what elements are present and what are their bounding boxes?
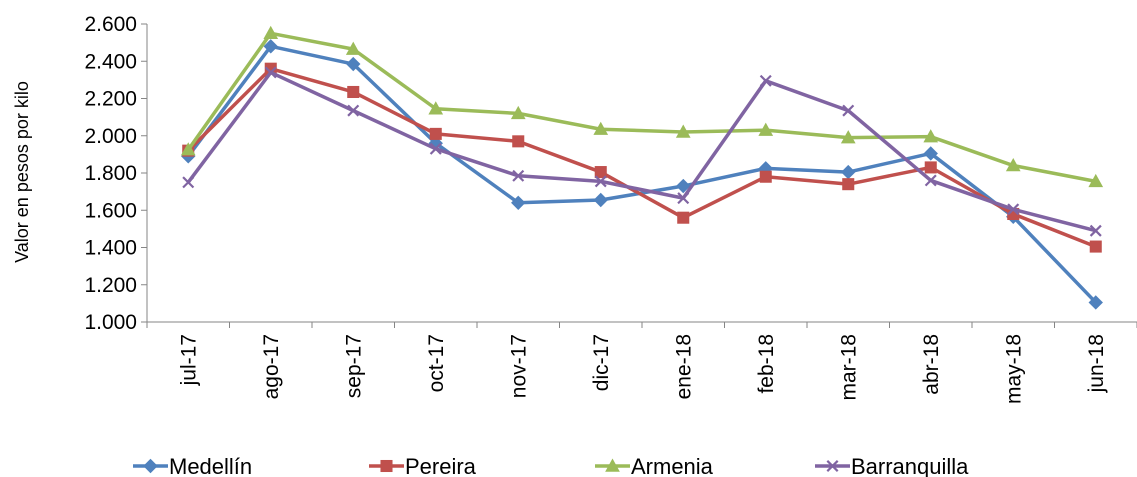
x-tick-label: sep-17 xyxy=(342,334,365,398)
data-point xyxy=(594,166,607,179)
data-point xyxy=(263,25,279,40)
data-point xyxy=(512,135,525,148)
data-point xyxy=(923,129,939,143)
legend-label: Pereira xyxy=(405,454,477,477)
series-line xyxy=(187,66,1097,249)
y-tick-label: 1.000 xyxy=(84,311,137,334)
y-tick-label: 2.400 xyxy=(84,50,137,73)
legend-item-1: Pereira xyxy=(369,454,477,477)
legend-label: Armenia xyxy=(631,454,714,477)
data-point xyxy=(594,175,607,188)
data-point xyxy=(675,124,691,138)
data-point xyxy=(263,39,278,54)
data-point xyxy=(345,41,361,55)
y-tick-label: 1.400 xyxy=(84,237,137,260)
axes xyxy=(146,24,1137,323)
data-point xyxy=(677,192,690,205)
y-axis: 1.000 1.200 1.400 1.600 1.800 2.000 2.200 2.400… xyxy=(84,13,147,334)
data-point xyxy=(593,192,608,208)
data-point xyxy=(758,122,774,136)
x-tick-label: may-18 xyxy=(1002,334,1025,404)
data-point xyxy=(924,161,937,174)
legend-swatch-marker xyxy=(143,458,158,474)
data-point xyxy=(429,127,442,140)
series-2 xyxy=(180,25,1104,188)
data-point xyxy=(1007,203,1020,216)
x-tick-label: nov-17 xyxy=(507,334,530,398)
data-point xyxy=(428,101,444,115)
x-tick-label: oct-17 xyxy=(425,334,448,392)
data-point xyxy=(924,174,937,187)
data-point xyxy=(264,66,277,79)
series-group xyxy=(180,25,1104,310)
data-point xyxy=(1005,158,1021,172)
data-point xyxy=(677,211,690,224)
legend-swatch-marker xyxy=(380,459,393,473)
data-point xyxy=(923,146,938,161)
data-point xyxy=(1089,240,1102,253)
data-point xyxy=(1088,173,1104,188)
data-point xyxy=(842,104,855,117)
data-point xyxy=(593,121,609,135)
data-point xyxy=(429,142,442,155)
series-1 xyxy=(182,62,1102,253)
data-point xyxy=(346,56,361,72)
x-tick-label: dic-17 xyxy=(590,334,613,391)
data-point xyxy=(759,74,772,87)
x-tick-label: ene-18 xyxy=(672,334,695,399)
y-tick-label: 1.600 xyxy=(84,199,137,222)
y-tick-label: 2.000 xyxy=(84,125,137,148)
data-point xyxy=(180,142,196,156)
data-point xyxy=(182,176,195,189)
y-tick-label: 2.200 xyxy=(84,88,137,111)
series-0 xyxy=(181,39,1103,310)
data-point xyxy=(840,130,856,144)
legend-label: Medellín xyxy=(169,454,252,477)
legend: Medellín Pereira Armenia Barranquilla xyxy=(133,454,969,477)
y-tick-label: 1.200 xyxy=(84,274,137,297)
series-line xyxy=(186,70,1097,233)
legend-item-0: Medellín xyxy=(133,454,252,477)
data-point xyxy=(347,104,360,117)
x-tick-label: jul-17 xyxy=(177,334,200,386)
y-tick-label: 2.600 xyxy=(84,13,137,36)
legend-label: Barranquilla xyxy=(851,454,969,477)
legend-item-2: Armenia xyxy=(595,454,714,477)
x-tick-label: abr-18 xyxy=(920,334,943,395)
data-point xyxy=(842,178,855,191)
data-point xyxy=(511,195,526,211)
data-point xyxy=(759,170,772,183)
data-point xyxy=(1088,295,1103,310)
legend-swatch-marker xyxy=(605,458,620,472)
x-axis: jul-17 ago-17 sep-17 oct-17 nov-17 dic-17 ene-… xyxy=(146,322,1137,404)
data-point xyxy=(512,169,525,182)
x-tick-label: feb-18 xyxy=(755,334,778,394)
data-point xyxy=(841,164,856,180)
series-line xyxy=(186,31,1097,184)
x-tick-label: mar-18 xyxy=(837,334,860,401)
data-point xyxy=(347,85,360,99)
data-point xyxy=(510,105,526,120)
legend-swatch-marker xyxy=(826,460,839,472)
x-tick-label: ago-17 xyxy=(260,334,283,399)
data-point xyxy=(676,178,691,194)
y-tick-label: 1.800 xyxy=(84,162,137,185)
data-point xyxy=(1089,224,1102,237)
series-3 xyxy=(182,66,1102,237)
x-tick-label: jun-18 xyxy=(1085,334,1108,393)
legend-item-3: Barranquilla xyxy=(815,454,969,477)
y-axis-label: Valor en pesos por kilo xyxy=(12,81,32,263)
